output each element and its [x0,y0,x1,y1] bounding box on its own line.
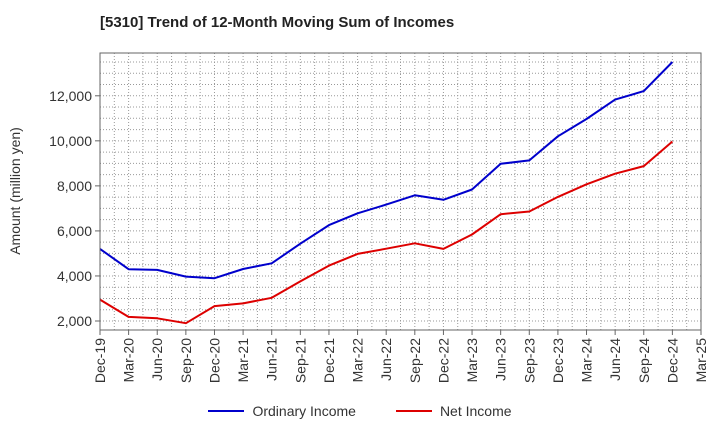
legend-label-ordinary-income: Ordinary Income [252,403,356,419]
x-tick-label: Dec-22 [435,338,451,383]
x-tick-label: Dec-20 [206,338,222,383]
y-tick-label: 12,000 [49,88,92,104]
y-tick-label: 6,000 [57,223,92,239]
x-tick-label: Dec-24 [664,338,680,383]
x-tick-label: Sep-21 [292,338,308,383]
legend-item-net-income: Net Income [395,403,512,419]
x-tick-label: Sep-24 [636,338,652,383]
x-tick-label: Jun-21 [264,338,280,381]
legend-item-ordinary-income: Ordinary Income [208,403,356,419]
x-tick-label: Jun-20 [149,338,165,381]
x-tick-label: Mar-25 [693,338,709,383]
plot-area-border [99,52,702,331]
x-tick-label: Jun-22 [378,338,394,381]
legend-swatch-ordinary-income [208,410,245,412]
series-lines [99,61,674,325]
x-tick-label: Dec-21 [321,338,337,383]
legend-swatch-net-income [395,410,432,412]
chart-title: [5310] Trend of 12-Month Moving Sum of I… [100,14,455,31]
grid-lines [100,53,701,330]
x-tick-label: Mar-21 [235,338,251,383]
x-tick-label: Jun-24 [607,338,623,381]
x-tick-label: Sep-20 [178,338,194,383]
x-axis: Dec-19 Mar-20 Jun-20 Sep-20 Dec-20 Mar-21 Jun-… [92,330,709,383]
y-axis: 2,000 4,000 6,000 8,000 10,000 12,000 [49,88,100,329]
series-line-net-income [99,140,674,325]
x-tick-label: Mar-20 [121,338,137,383]
y-tick-label: 4,000 [57,268,92,284]
x-tick-label: Dec-19 [92,338,108,383]
x-tick-label: Jun-23 [493,338,509,381]
x-tick-label: Mar-22 [350,338,366,383]
y-axis-label: Amount (million yen) [7,127,23,255]
y-tick-label: 10,000 [49,133,92,149]
legend-label-net-income: Net Income [439,403,512,419]
x-tick-label: Sep-22 [407,338,423,383]
x-tick-label: Mar-24 [579,338,595,383]
x-tick-label: Sep-23 [521,338,537,383]
y-tick-label: 2,000 [57,313,92,329]
y-tick-label: 8,000 [57,178,92,194]
x-tick-label: Mar-23 [464,338,480,383]
legend: Ordinary Income Net Income [0,403,720,419]
x-tick-label: Dec-23 [550,338,566,383]
series-line-ordinary-income [99,61,674,280]
